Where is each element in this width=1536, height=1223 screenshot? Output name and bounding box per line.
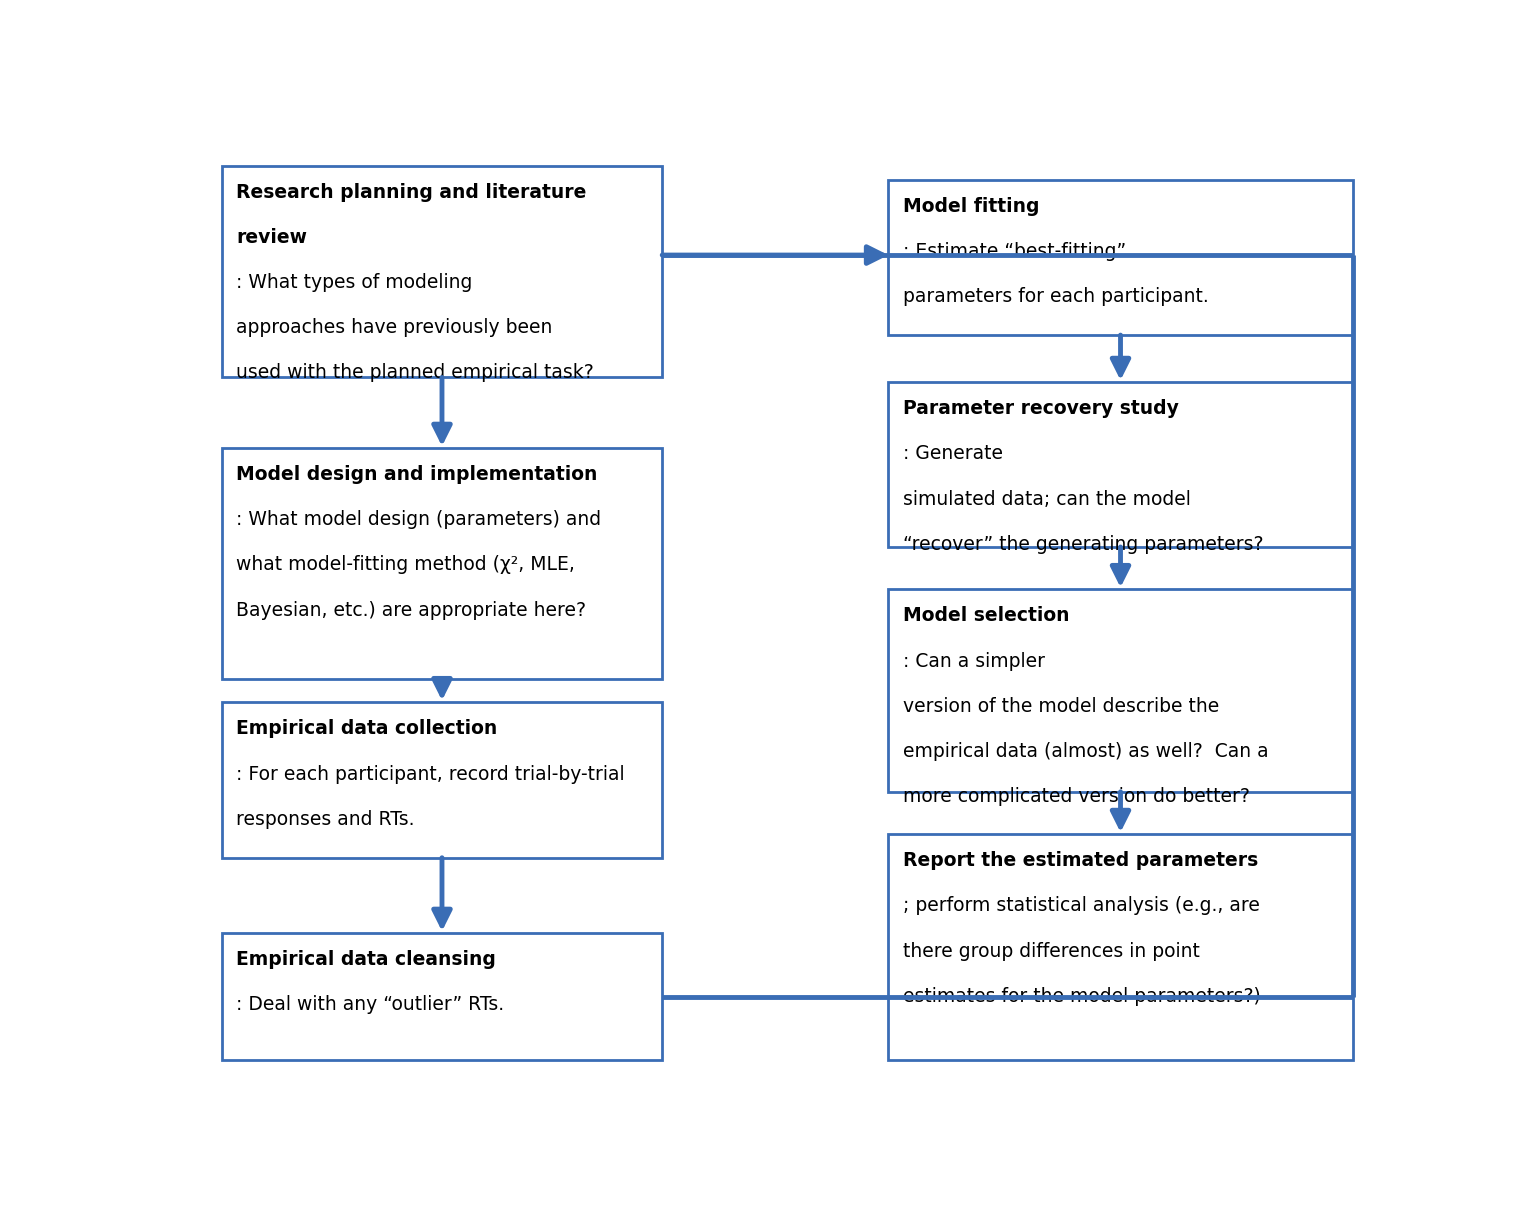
Text: review: review	[237, 227, 307, 247]
Text: Report the estimated parameters: Report the estimated parameters	[903, 851, 1258, 870]
Text: : For each participant, record trial-by-trial: : For each participant, record trial-by-…	[237, 764, 625, 784]
Text: “recover” the generating parameters?: “recover” the generating parameters?	[903, 534, 1263, 554]
Text: what model-fitting method (χ², MLE,: what model-fitting method (χ², MLE,	[237, 555, 574, 575]
FancyBboxPatch shape	[888, 589, 1353, 791]
Text: : What types of modeling: : What types of modeling	[237, 273, 473, 292]
FancyBboxPatch shape	[888, 180, 1353, 335]
Text: ; perform statistical analysis (e.g., are: ; perform statistical analysis (e.g., ar…	[903, 896, 1260, 915]
Text: Model fitting: Model fitting	[903, 197, 1040, 215]
Text: : Deal with any “outlier” RTs.: : Deal with any “outlier” RTs.	[237, 996, 504, 1014]
Text: Parameter recovery study: Parameter recovery study	[903, 399, 1178, 418]
Text: : Estimate “best-fitting”: : Estimate “best-fitting”	[903, 242, 1126, 260]
FancyBboxPatch shape	[221, 702, 662, 857]
FancyBboxPatch shape	[221, 165, 662, 378]
Text: version of the model describe the: version of the model describe the	[903, 697, 1220, 715]
Text: responses and RTs.: responses and RTs.	[237, 810, 415, 829]
Text: estimates for the model parameters?): estimates for the model parameters?)	[903, 987, 1261, 1005]
Text: simulated data; can the model: simulated data; can the model	[903, 489, 1190, 509]
Text: Model selection: Model selection	[903, 607, 1069, 625]
Text: Research planning and literature: Research planning and literature	[237, 182, 587, 202]
Text: more complicated version do better?: more complicated version do better?	[903, 788, 1250, 806]
Text: Empirical data cleansing: Empirical data cleansing	[237, 950, 496, 969]
Text: empirical data (almost) as well?  Can a: empirical data (almost) as well? Can a	[903, 742, 1269, 761]
Text: used with the planned empirical task?: used with the planned empirical task?	[237, 363, 594, 383]
FancyBboxPatch shape	[221, 448, 662, 679]
Text: : What model design (parameters) and: : What model design (parameters) and	[237, 510, 601, 530]
Text: approaches have previously been: approaches have previously been	[237, 318, 553, 338]
FancyBboxPatch shape	[888, 834, 1353, 1060]
Text: there group differences in point: there group differences in point	[903, 942, 1200, 960]
Text: parameters for each participant.: parameters for each participant.	[903, 287, 1209, 306]
FancyBboxPatch shape	[221, 933, 662, 1060]
Text: Empirical data collection: Empirical data collection	[237, 719, 498, 739]
Text: : Generate: : Generate	[903, 444, 1003, 464]
Text: Bayesian, etc.) are appropriate here?: Bayesian, etc.) are appropriate here?	[237, 600, 587, 620]
Text: : Can a simpler: : Can a simpler	[903, 652, 1044, 670]
FancyBboxPatch shape	[888, 382, 1353, 547]
Text: Model design and implementation: Model design and implementation	[237, 465, 598, 484]
